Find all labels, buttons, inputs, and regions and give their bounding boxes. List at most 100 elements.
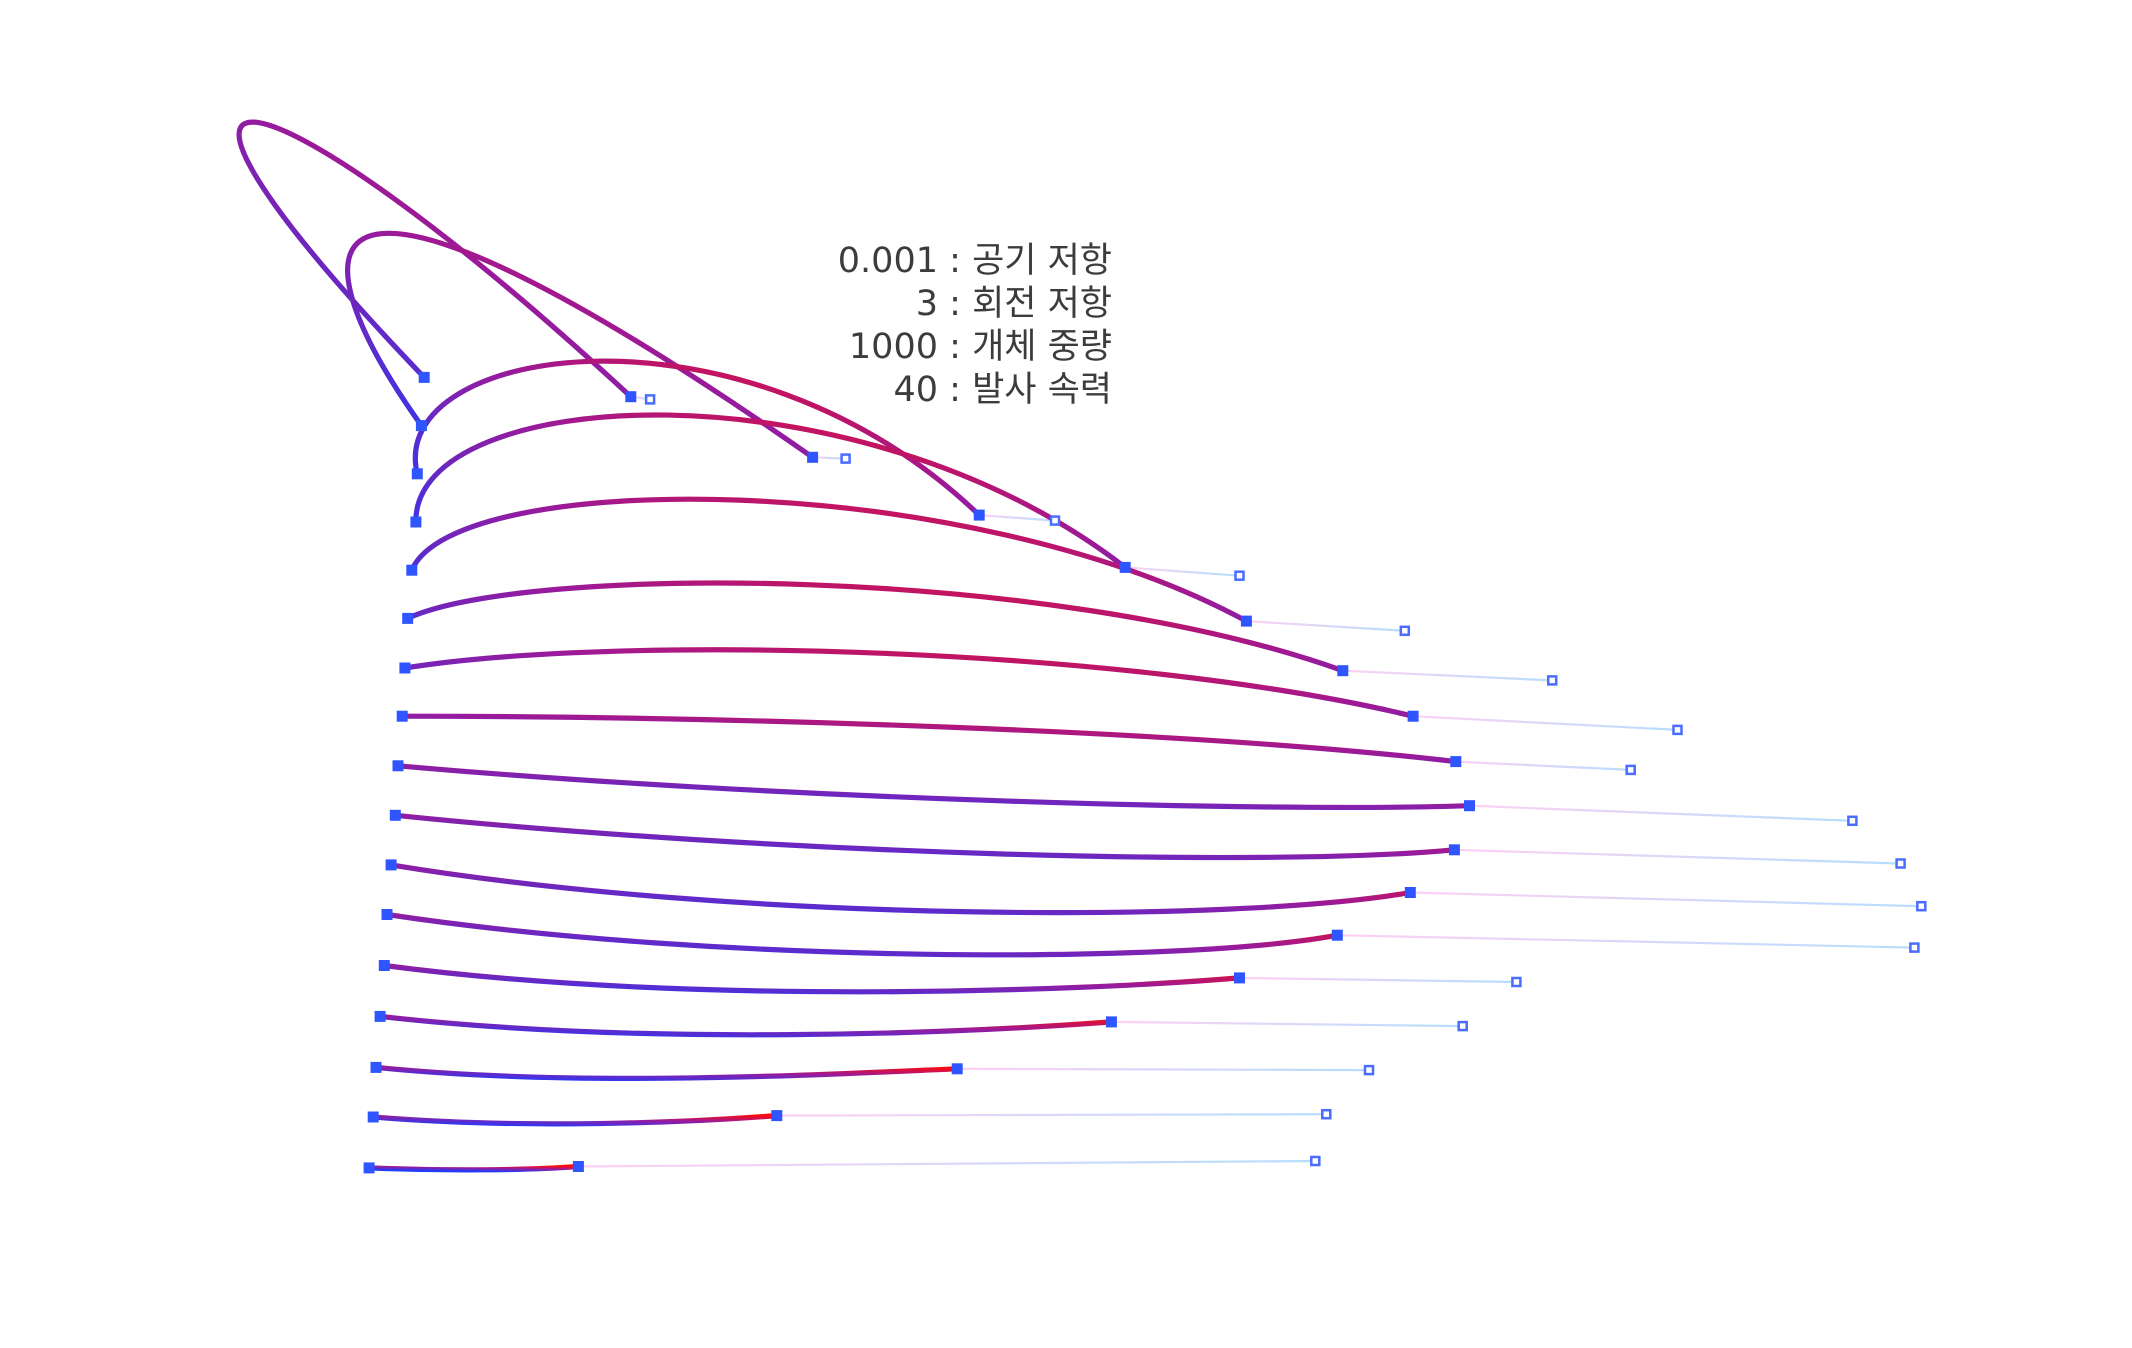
- start-marker-4: [410, 516, 422, 528]
- ghost-marker-3: [1049, 515, 1061, 526]
- parameter-value: 3: [915, 284, 938, 324]
- end-marker-10: [1448, 844, 1460, 856]
- ghost-marker-8: [1625, 764, 1636, 776]
- start-marker-2: [415, 420, 427, 432]
- ghost-marker-4: [1234, 570, 1245, 581]
- parameter-label: 발사 속력: [972, 370, 1112, 410]
- trajectory-14: [377, 1013, 1114, 1038]
- trajectory-8: [399, 713, 1459, 765]
- ghost-marker-7: [1672, 724, 1683, 736]
- trajectory-curves: [236, 119, 1473, 1173]
- start-marker-7: [399, 662, 411, 674]
- trajectory-10: [392, 812, 1457, 861]
- end-marker-14: [1105, 1016, 1117, 1028]
- start-marker-13: [378, 960, 390, 971]
- parameter-separator: :: [949, 327, 961, 367]
- start-marker-12: [381, 909, 393, 920]
- parameter-label: 공기 저항: [972, 241, 1112, 281]
- guide-line-6: [1342, 669, 1553, 682]
- start-marker-10: [389, 809, 401, 821]
- end-marker-1: [625, 391, 637, 403]
- ghost-marker-12: [1909, 942, 1920, 953]
- end-marker-7: [1407, 710, 1419, 722]
- start-marker-5: [406, 564, 418, 576]
- parameter-separator: :: [949, 241, 961, 281]
- parameter-launch-speed: 40 : 발사 속력: [838, 369, 1112, 412]
- end-marker-13: [1234, 972, 1245, 984]
- start-marker-8: [396, 710, 408, 722]
- end-marker-11: [1404, 887, 1416, 898]
- trajectory-13: [381, 962, 1243, 995]
- parameter-separator: :: [949, 284, 961, 324]
- ghost-marker-1: [644, 394, 656, 405]
- guide-line-8: [1455, 760, 1631, 771]
- end-marker-17: [572, 1161, 584, 1172]
- trajectory-7: [402, 647, 1416, 719]
- guide-line-13: [1239, 976, 1517, 984]
- end-marker-16: [771, 1110, 783, 1122]
- guide-line-15: [957, 1067, 1370, 1072]
- trajectory-6: [405, 580, 1346, 674]
- start-marker-6: [402, 612, 414, 624]
- parameter-air-resistance: 0.001 : 공기 저항: [838, 240, 1112, 283]
- trajectory-9: [395, 763, 1473, 811]
- end-marker-4: [1119, 561, 1131, 573]
- ghost-marker-15: [1363, 1064, 1375, 1076]
- guide-line-7: [1413, 715, 1678, 731]
- end-marker-5: [1240, 615, 1252, 627]
- trajectory-5: [409, 496, 1249, 624]
- start-marker-17: [363, 1162, 375, 1174]
- guide-line-17: [578, 1159, 1316, 1168]
- trajectory-1: [236, 119, 634, 400]
- start-marker-1: [418, 371, 430, 383]
- ghost-marker-9: [1847, 815, 1858, 827]
- parameter-label: 회전 저항: [972, 284, 1112, 324]
- ghost-marker-16: [1321, 1108, 1332, 1120]
- start-marker-15: [370, 1061, 382, 1073]
- guide-line-14: [1111, 1020, 1463, 1028]
- start-marker-16: [367, 1111, 379, 1123]
- parameter-value: 1000: [848, 327, 938, 367]
- guide-line-10: [1454, 848, 1901, 865]
- parameter-object-weight: 1000 : 개체 중량: [838, 326, 1112, 369]
- end-marker-2: [807, 451, 819, 463]
- start-marker-11: [385, 859, 397, 871]
- guide-line-4: [1125, 566, 1240, 577]
- end-marker-6: [1337, 665, 1349, 677]
- end-marker-3: [973, 509, 985, 521]
- ghost-marker-11: [1916, 900, 1927, 912]
- parameter-rotation-resistance: 3 : 회전 저항: [838, 283, 1112, 326]
- parameter-label: 개체 중량: [972, 327, 1112, 367]
- guide-line-3: [979, 514, 1056, 522]
- guide-line-9: [1469, 804, 1853, 822]
- trajectory-2: [345, 230, 816, 460]
- trajectory-15: [373, 1064, 960, 1081]
- trajectory-4: [413, 412, 1128, 570]
- ghost-marker-14: [1457, 1020, 1468, 1032]
- guide-line-5: [1246, 620, 1405, 632]
- trajectory-16: [370, 1113, 780, 1127]
- ghost-marker-13: [1511, 976, 1522, 988]
- guide-line-11: [1410, 891, 1922, 908]
- trajectory-markers: [363, 371, 1927, 1174]
- ghost-marker-17: [1310, 1155, 1321, 1167]
- start-marker-3: [411, 468, 423, 480]
- end-marker-15: [951, 1063, 963, 1075]
- parameter-separator: :: [949, 370, 961, 410]
- end-marker-9: [1464, 800, 1475, 812]
- trajectory-12: [384, 911, 1340, 958]
- parameter-value: 0.001: [837, 241, 938, 281]
- parameter-value: 40: [893, 370, 938, 410]
- guide-lines: [578, 395, 1922, 1168]
- end-marker-12: [1331, 929, 1343, 941]
- start-marker-9: [392, 760, 404, 772]
- ghost-marker-6: [1546, 675, 1558, 686]
- start-marker-14: [374, 1010, 386, 1022]
- parameter-legend: 0.001 : 공기 저항 3 : 회전 저항 1000 : 개체 중량 40 …: [838, 240, 1112, 412]
- trajectory-11: [388, 862, 1413, 916]
- trajectory-17: [366, 1163, 581, 1173]
- end-marker-8: [1450, 756, 1462, 768]
- ghost-marker-2: [840, 453, 851, 464]
- guide-line-12: [1337, 934, 1915, 949]
